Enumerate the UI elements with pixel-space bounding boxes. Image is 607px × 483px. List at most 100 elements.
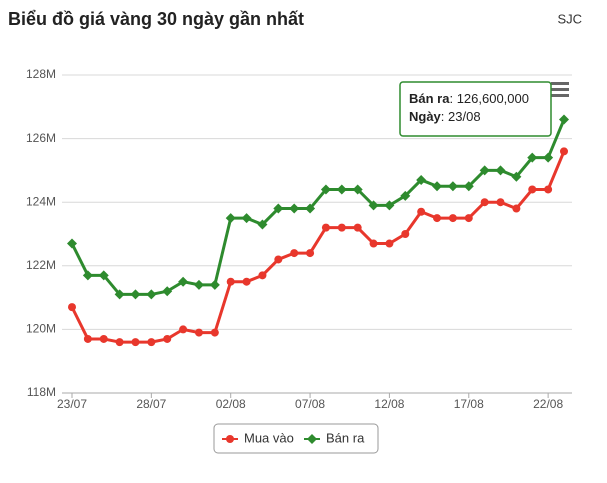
menu-icon[interactable] <box>551 82 569 97</box>
point <box>162 286 173 297</box>
point <box>528 185 537 194</box>
x-tick-label: 28/07 <box>136 397 166 411</box>
point <box>369 239 378 248</box>
tooltip-line: Bán ra: 126,600,000 <box>409 91 529 106</box>
point <box>560 147 568 156</box>
point <box>417 207 426 216</box>
y-tick-label: 128M <box>26 67 56 81</box>
point <box>432 181 443 192</box>
point <box>495 165 506 176</box>
point <box>385 239 394 248</box>
point <box>400 190 411 201</box>
source-label: SJC <box>557 11 582 26</box>
legend-marker <box>307 434 317 444</box>
point <box>115 338 124 347</box>
point <box>194 328 203 337</box>
point <box>273 203 284 214</box>
legend: Mua vào Bán ra <box>213 423 379 454</box>
point <box>209 279 220 290</box>
point <box>368 200 379 211</box>
legend-item[interactable]: Mua vào <box>222 430 294 445</box>
point <box>479 165 490 176</box>
point <box>448 214 457 223</box>
point <box>511 171 522 182</box>
tooltip: Bán ra: 126,600,000 Ngày: 23/08 <box>399 81 552 137</box>
point <box>226 277 235 286</box>
point <box>242 277 251 286</box>
point <box>210 328 219 337</box>
x-tick-label: 12/08 <box>374 397 404 411</box>
tooltip-label: Bán ra <box>409 91 450 106</box>
point <box>82 270 93 281</box>
point <box>416 174 427 185</box>
point <box>178 276 189 287</box>
point <box>131 338 140 347</box>
chart-title: Biểu đồ giá vàng 30 ngày gần nhất <box>8 9 304 29</box>
point <box>352 184 363 195</box>
y-tick-label: 120M <box>26 322 56 336</box>
series-line <box>70 150 566 344</box>
x-tick-label: 02/08 <box>216 397 246 411</box>
tooltip-label: Ngày <box>409 109 442 124</box>
point <box>447 181 458 192</box>
point <box>241 213 252 224</box>
point <box>321 223 330 232</box>
point <box>336 184 347 195</box>
point <box>384 200 395 211</box>
tooltip-box <box>399 81 552 137</box>
point <box>496 198 505 207</box>
point <box>257 219 268 230</box>
point <box>68 303 76 312</box>
y-tick-label: 122M <box>26 258 56 272</box>
point <box>179 325 188 334</box>
tooltip-line: Ngày: 23/08 <box>409 109 481 124</box>
point <box>353 223 362 232</box>
menu-bar <box>551 94 569 97</box>
point <box>163 334 172 343</box>
point <box>114 289 125 300</box>
point <box>480 198 489 207</box>
point <box>225 213 236 224</box>
legend-label: Mua vào <box>244 430 294 445</box>
y-tick-label: 126M <box>26 131 56 145</box>
point <box>258 271 267 280</box>
point <box>559 114 569 125</box>
x-tick-label: 23/07 <box>57 397 87 411</box>
point <box>130 289 141 300</box>
y-tick-label: 118M <box>27 385 56 399</box>
point <box>67 238 77 249</box>
legend-label: Bán ra <box>326 430 365 445</box>
point <box>543 152 554 163</box>
point <box>83 334 92 343</box>
point <box>433 214 442 223</box>
point <box>512 204 521 213</box>
point <box>337 223 346 232</box>
point <box>464 214 473 223</box>
point <box>193 279 204 290</box>
x-tick-label: 22/08 <box>533 397 563 411</box>
x-tick-label: 07/08 <box>295 397 325 411</box>
point <box>274 255 283 264</box>
point <box>289 203 300 214</box>
point <box>290 249 299 258</box>
point <box>544 185 553 194</box>
legend-item[interactable]: Bán ra <box>304 430 365 445</box>
point <box>99 334 108 343</box>
point <box>527 152 538 163</box>
tooltip-text: : 126,600,000 <box>449 91 529 106</box>
legend-box <box>213 423 379 454</box>
point <box>306 249 315 258</box>
point <box>146 289 157 300</box>
point <box>147 338 156 347</box>
menu-bar <box>551 88 569 91</box>
point <box>463 181 474 192</box>
menu-bar <box>551 82 569 85</box>
point <box>98 270 109 281</box>
point <box>305 203 316 214</box>
series-line <box>70 118 566 296</box>
legend-marker <box>226 435 234 443</box>
point <box>401 230 410 238</box>
point <box>320 184 331 195</box>
y-tick-label: 124M <box>26 194 56 208</box>
